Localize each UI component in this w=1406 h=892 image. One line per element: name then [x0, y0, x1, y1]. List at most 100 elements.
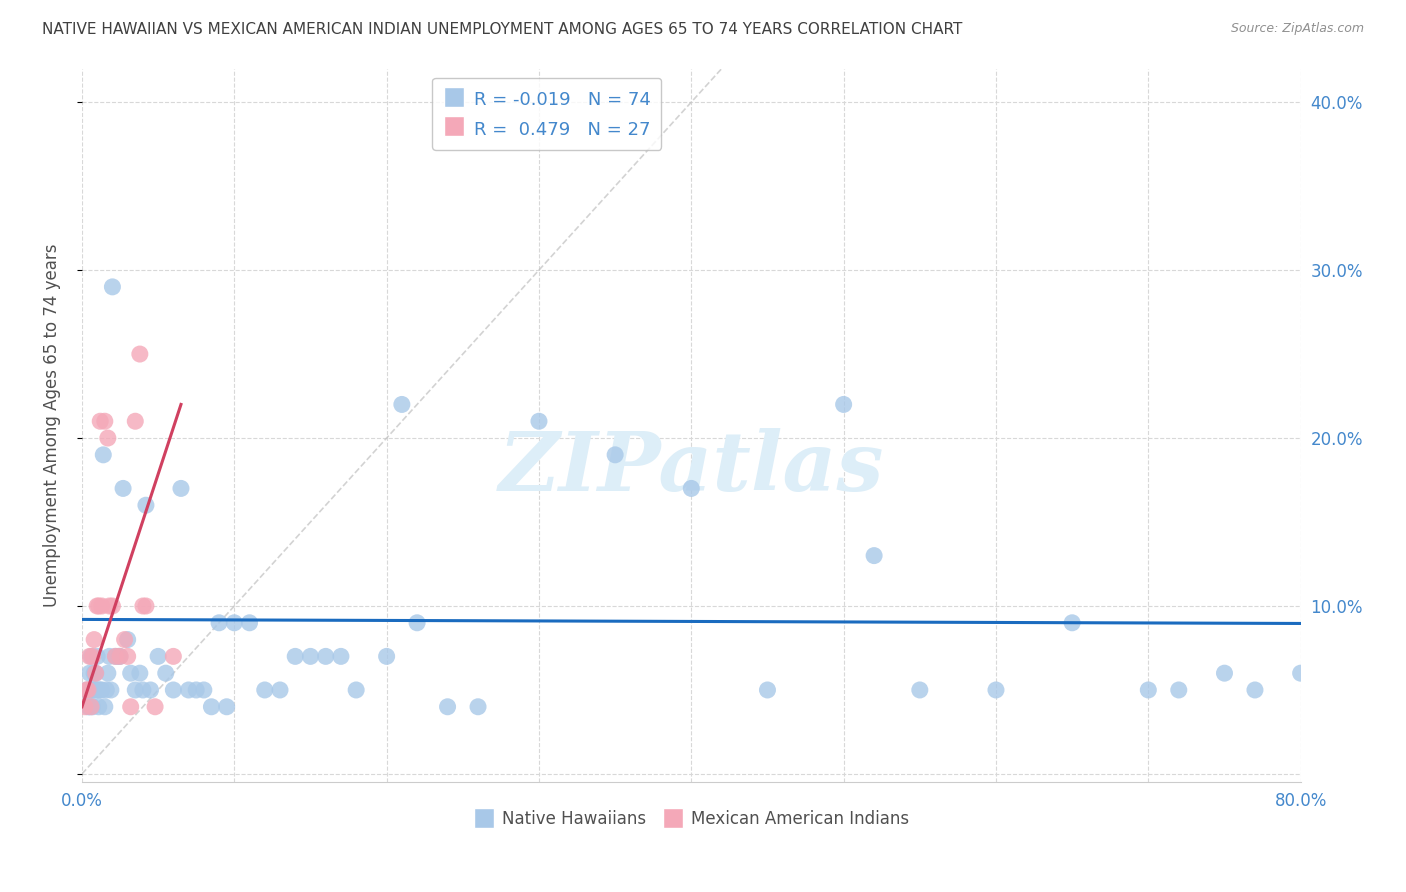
Point	[108, 649, 131, 664]
Point	[101, 280, 124, 294]
Point	[80, 683, 103, 698]
Point	[186, 683, 208, 698]
Point	[1167, 683, 1189, 698]
Point	[86, 683, 108, 698]
Point	[89, 683, 111, 698]
Point	[94, 414, 117, 428]
Point	[832, 397, 855, 411]
Point	[84, 666, 107, 681]
Point	[284, 649, 307, 664]
Point	[1244, 683, 1267, 698]
Point	[98, 649, 121, 664]
Point	[155, 666, 177, 681]
Point	[89, 414, 111, 428]
Point	[97, 431, 120, 445]
Point	[84, 666, 107, 681]
Point	[107, 649, 129, 664]
Point	[128, 347, 150, 361]
Point	[132, 683, 155, 698]
Point	[124, 414, 146, 428]
Point	[79, 699, 101, 714]
Point	[87, 683, 110, 698]
Point	[238, 615, 260, 630]
Point	[224, 615, 246, 630]
Point	[87, 699, 110, 714]
Point	[77, 699, 100, 714]
Point	[269, 683, 291, 698]
Text: Source: ZipAtlas.com: Source: ZipAtlas.com	[1230, 22, 1364, 36]
Point	[83, 666, 105, 681]
Point	[90, 599, 112, 613]
Point	[104, 649, 127, 664]
Point	[83, 632, 105, 647]
Point	[208, 615, 231, 630]
Point	[1289, 666, 1312, 681]
Point	[82, 649, 104, 664]
Text: ZIPatlas: ZIPatlas	[499, 428, 884, 508]
Point	[467, 699, 489, 714]
Point	[139, 683, 162, 698]
Point	[90, 683, 112, 698]
Point	[132, 599, 155, 613]
Point	[82, 699, 104, 714]
Point	[863, 549, 886, 563]
Point	[86, 599, 108, 613]
Point	[329, 649, 352, 664]
Point	[200, 699, 222, 714]
Point	[908, 683, 931, 698]
Point	[756, 683, 779, 698]
Point	[681, 482, 703, 496]
Point	[120, 699, 142, 714]
Point	[162, 649, 184, 664]
Point	[1062, 615, 1084, 630]
Point	[143, 699, 166, 714]
Point	[170, 482, 193, 496]
Point	[76, 683, 98, 698]
Point	[73, 699, 96, 714]
Point	[605, 448, 627, 462]
Point	[177, 683, 200, 698]
Point	[114, 632, 136, 647]
Point	[253, 683, 276, 698]
Legend: Native Hawaiians, Mexican American Indians: Native Hawaiians, Mexican American India…	[467, 804, 915, 835]
Point	[80, 699, 103, 714]
Point	[299, 649, 322, 664]
Point	[79, 666, 101, 681]
Point	[79, 649, 101, 664]
Point	[94, 699, 117, 714]
Point	[84, 683, 107, 698]
Point	[128, 666, 150, 681]
Point	[76, 683, 98, 698]
Point	[193, 683, 215, 698]
Text: NATIVE HAWAIIAN VS MEXICAN AMERICAN INDIAN UNEMPLOYMENT AMONG AGES 65 TO 74 YEAR: NATIVE HAWAIIAN VS MEXICAN AMERICAN INDI…	[42, 22, 963, 37]
Point	[146, 649, 169, 664]
Point	[527, 414, 550, 428]
Point	[104, 649, 127, 664]
Point	[87, 599, 110, 613]
Y-axis label: Unemployment Among Ages 65 to 74 years: Unemployment Among Ages 65 to 74 years	[44, 244, 60, 607]
Point	[112, 482, 135, 496]
Point	[91, 448, 114, 462]
Point	[98, 599, 121, 613]
Point	[375, 649, 398, 664]
Point	[135, 599, 157, 613]
Point	[436, 699, 458, 714]
Point	[100, 683, 122, 698]
Point	[215, 699, 238, 714]
Point	[101, 599, 124, 613]
Point	[108, 649, 131, 664]
Point	[117, 649, 139, 664]
Point	[135, 498, 157, 512]
Point	[97, 666, 120, 681]
Point	[984, 683, 1007, 698]
Point	[391, 397, 413, 411]
Point	[406, 615, 429, 630]
Point	[1213, 666, 1236, 681]
Point	[77, 683, 100, 698]
Point	[1137, 683, 1160, 698]
Point	[82, 683, 104, 698]
Point	[80, 649, 103, 664]
Point	[344, 683, 367, 698]
Point	[96, 683, 118, 698]
Point	[124, 683, 146, 698]
